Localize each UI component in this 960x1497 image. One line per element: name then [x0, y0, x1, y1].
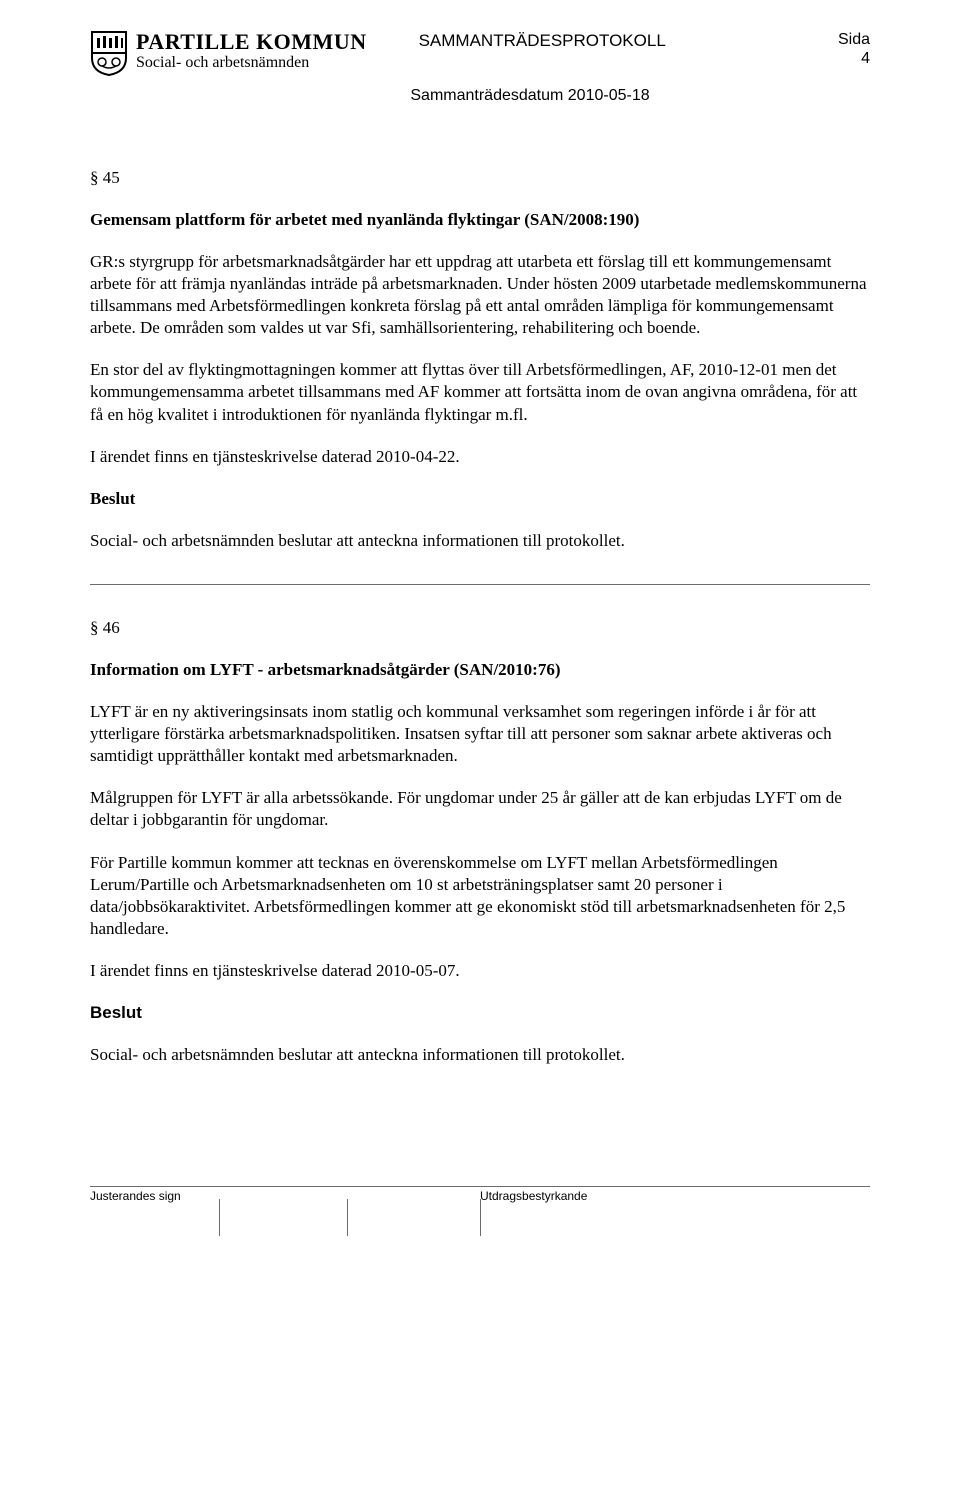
- org-subtitle: Social- och arbetsnämnden: [136, 55, 367, 72]
- section-45-p1: GR:s styrgrupp för arbetsmarknadsåtgärde…: [90, 251, 870, 339]
- section-45-p3: I ärendet finns en tjänsteskrivelse date…: [90, 446, 870, 468]
- section-45-p2: En stor del av flyktingmottagningen komm…: [90, 359, 870, 425]
- section-46-beslut-label: Beslut: [90, 1002, 870, 1024]
- section-46-title: Information om LYFT - arbetsmarknadsåtgä…: [90, 659, 870, 681]
- section-46-p2: Målgruppen för LYFT är alla arbetssökand…: [90, 787, 870, 831]
- section-46-p1: LYFT är en ny aktiveringsinsats inom sta…: [90, 701, 870, 767]
- sida-label: Sida: [820, 30, 870, 49]
- meeting-date: Sammanträdesdatum 2010-05-18: [190, 86, 870, 107]
- section-46-p4: I ärendet finns en tjänsteskrivelse date…: [90, 960, 870, 982]
- section-46-number: § 46: [90, 617, 870, 639]
- section-45-number: § 45: [90, 167, 870, 189]
- section-45-title: Gemensam plattform för arbetet med nyanl…: [90, 209, 870, 231]
- section-45-beslut-label: Beslut: [90, 488, 870, 510]
- org-name: PARTILLE KOMMUN: [136, 30, 367, 53]
- section-divider: [90, 584, 870, 585]
- section-46-p3: För Partille kommun kommer att tecknas e…: [90, 852, 870, 940]
- footer-left-label: Justerandes sign: [90, 1189, 181, 1203]
- document-header: PARTILLE KOMMUN Social- och arbetsnämnde…: [90, 30, 870, 76]
- section-46-beslut-text: Social- och arbetsnämnden beslutar att a…: [90, 1044, 870, 1066]
- document-footer: Justerandes sign Utdragsbestyrkande: [90, 1186, 870, 1236]
- org-logo-block: PARTILLE KOMMUN Social- och arbetsnämnde…: [90, 30, 367, 76]
- footer-cert-area: Utdragsbestyrkande: [480, 1186, 870, 1236]
- section-45-beslut-text: Social- och arbetsnämnden beslutar att a…: [90, 530, 870, 552]
- municipality-shield-icon: [90, 30, 128, 76]
- footer-right-label: Utdragsbestyrkande: [480, 1189, 587, 1203]
- page-indicator: Sida 4: [820, 30, 870, 68]
- footer-sign-area: Justerandes sign: [90, 1186, 480, 1236]
- page-number: 4: [820, 49, 870, 68]
- document-type: SAMMANTRÄDESPROTOKOLL: [419, 30, 808, 52]
